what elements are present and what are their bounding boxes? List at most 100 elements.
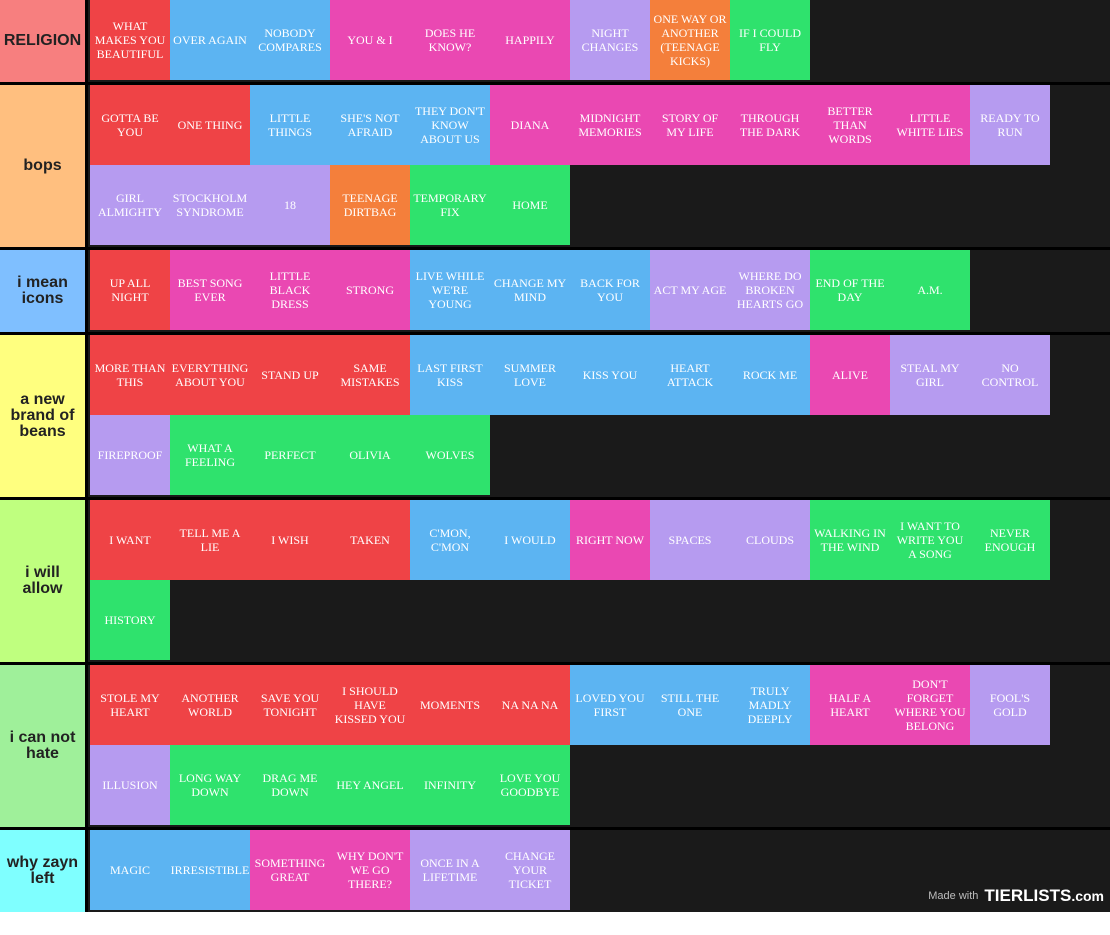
tier-item-tile[interactable]: ONE THING	[170, 85, 250, 165]
tier-item-tile[interactable]: IRRESISTIBLE	[170, 830, 250, 910]
tier-item-tile[interactable]: NA NA NA	[490, 665, 570, 745]
tier-item-tile[interactable]: KISS YOU	[570, 335, 650, 415]
tier-item-tile[interactable]: DON'T FORGET WHERE YOU BELONG	[890, 665, 970, 745]
tier-item-tile[interactable]: I WOULD	[490, 500, 570, 580]
tier-item-tile[interactable]: IF I COULD FLY	[730, 0, 810, 80]
tier-item-tile[interactable]: HALF A HEART	[810, 665, 890, 745]
tier-item-tile[interactable]: DOES HE KNOW?	[410, 0, 490, 80]
tier-item-tile[interactable]: LITTLE WHITE LIES	[890, 85, 970, 165]
tier-item-tile[interactable]: OVER AGAIN	[170, 0, 250, 80]
tier-item-tile[interactable]: NEVER ENOUGH	[970, 500, 1050, 580]
tier-item-tile[interactable]: ANOTHER WORLD	[170, 665, 250, 745]
tier-item-tile[interactable]: PERFECT	[250, 415, 330, 495]
tier-item-tile[interactable]: UP ALL NIGHT	[90, 250, 170, 330]
tier-item-tile[interactable]: THEY DON'T KNOW ABOUT US	[410, 85, 490, 165]
tier-item-tile[interactable]: OLIVIA	[330, 415, 410, 495]
tier-item-tile[interactable]: TELL ME A LIE	[170, 500, 250, 580]
tier-item-tile[interactable]: ONE WAY OR ANOTHER (TEENAGE KICKS)	[650, 0, 730, 80]
tier-item-tile[interactable]: MAGIC	[90, 830, 170, 910]
tier-item-tile[interactable]: 18	[250, 165, 330, 245]
tier-item-tile[interactable]: LAST FIRST KISS	[410, 335, 490, 415]
tier-item-tile[interactable]: BEST SONG EVER	[170, 250, 250, 330]
tier-item-tile[interactable]: STAND UP	[250, 335, 330, 415]
tier-item-tile[interactable]: MORE THAN THIS	[90, 335, 170, 415]
tier-label[interactable]: bops	[0, 85, 88, 247]
tier-item-tile[interactable]: EVERYTHING ABOUT YOU	[170, 335, 250, 415]
tier-item-tile[interactable]: STRONG	[330, 250, 410, 330]
tier-item-tile[interactable]: LITTLE BLACK DRESS	[250, 250, 330, 330]
tier-item-tile[interactable]: GIRL ALMIGHTY	[90, 165, 170, 245]
tier-item-tile[interactable]: HISTORY	[90, 580, 170, 660]
tier-item-tile[interactable]: LOVE YOU GOODBYE	[490, 745, 570, 825]
tier-item-tile[interactable]: HOME	[490, 165, 570, 245]
tier-item-tile[interactable]: END OF THE DAY	[810, 250, 890, 330]
tier-item-tile[interactable]: HEY ANGEL	[330, 745, 410, 825]
tier-label[interactable]: i will allow	[0, 500, 88, 662]
tier-item-tile[interactable]: ONCE IN A LIFETIME	[410, 830, 490, 910]
tier-item-tile[interactable]: I WANT TO WRITE YOU A SONG	[890, 500, 970, 580]
tier-item-tile[interactable]: WHAT MAKES YOU BEAUTIFUL	[90, 0, 170, 80]
tier-item-tile[interactable]: TEENAGE DIRTBAG	[330, 165, 410, 245]
tier-item-tile[interactable]: CHANGE MY MIND	[490, 250, 570, 330]
tier-item-tile[interactable]: FOOL'S GOLD	[970, 665, 1050, 745]
tier-item-tile[interactable]: INFINITY	[410, 745, 490, 825]
tier-item-tile[interactable]: FIREPROOF	[90, 415, 170, 495]
tier-item-tile[interactable]: NOBODY COMPARES	[250, 0, 330, 80]
tier-item-tile[interactable]: READY TO RUN	[970, 85, 1050, 165]
tier-item-tile[interactable]: LIVE WHILE WE'RE YOUNG	[410, 250, 490, 330]
tier-item-tile[interactable]: TRULY MADLY DEEPLY	[730, 665, 810, 745]
tier-item-tile[interactable]: WHERE DO BROKEN HEARTS GO	[730, 250, 810, 330]
tierlists-watermark[interactable]: Made with TIERLISTS .com	[909, 881, 1110, 911]
tier-item-tile[interactable]: ROCK ME	[730, 335, 810, 415]
tier-item-tile[interactable]: HEART ATTACK	[650, 335, 730, 415]
tier-item-tile[interactable]: TAKEN	[330, 500, 410, 580]
tier-item-tile[interactable]: ACT MY AGE	[650, 250, 730, 330]
tier-item-tile[interactable]: SHE'S NOT AFRAID	[330, 85, 410, 165]
tier-item-tile[interactable]: HAPPILY	[490, 0, 570, 80]
tier-item-tile[interactable]: MOMENTS	[410, 665, 490, 745]
tier-item-tile[interactable]: ALIVE	[810, 335, 890, 415]
tier-item-tile[interactable]: TEMPORARY FIX	[410, 165, 490, 245]
tier-label[interactable]: why zayn left	[0, 830, 88, 912]
tier-item-tile[interactable]: WHAT A FEELING	[170, 415, 250, 495]
tier-item-tile[interactable]: LONG WAY DOWN	[170, 745, 250, 825]
tier-label[interactable]: RELIGION	[0, 0, 88, 82]
tier-item-tile[interactable]: BETTER THAN WORDS	[810, 85, 890, 165]
tier-item-tile[interactable]: WOLVES	[410, 415, 490, 495]
tier-item-tile[interactable]: LOVED YOU FIRST	[570, 665, 650, 745]
tier-item-tile[interactable]: BACK FOR YOU	[570, 250, 650, 330]
tier-item-tile[interactable]: THROUGH THE DARK	[730, 85, 810, 165]
tier-label[interactable]: i mean icons	[0, 250, 88, 332]
tier-item-tile[interactable]: ILLUSION	[90, 745, 170, 825]
tier-item-tile[interactable]: STILL THE ONE	[650, 665, 730, 745]
tier-item-tile[interactable]: MIDNIGHT MEMORIES	[570, 85, 650, 165]
tier-item-tile[interactable]: YOU & I	[330, 0, 410, 80]
tier-item-tile[interactable]: STOCKHOLM SYNDROME	[170, 165, 250, 245]
tier-item-tile[interactable]: WALKING IN THE WIND	[810, 500, 890, 580]
tier-item-tile[interactable]: SPACES	[650, 500, 730, 580]
tier-item-tile[interactable]: DIANA	[490, 85, 570, 165]
tier-item-tile[interactable]: NIGHT CHANGES	[570, 0, 650, 80]
tier-item-tile[interactable]: SAME MISTAKES	[330, 335, 410, 415]
tier-item-tile[interactable]: STOLE MY HEART	[90, 665, 170, 745]
tier-item-tile[interactable]: NO CONTROL	[970, 335, 1050, 415]
tier-label[interactable]: i can not hate	[0, 665, 88, 827]
tier-item-tile[interactable]: A.M.	[890, 250, 970, 330]
tier-item-tile[interactable]: I WISH	[250, 500, 330, 580]
tier-item-tile[interactable]: SUMMER LOVE	[490, 335, 570, 415]
tier-item-tile[interactable]: LITTLE THINGS	[250, 85, 330, 165]
tier-item-tile[interactable]: GOTTA BE YOU	[90, 85, 170, 165]
tier-item-tile[interactable]: STEAL MY GIRL	[890, 335, 970, 415]
tier-item-tile[interactable]: CLOUDS	[730, 500, 810, 580]
tier-item-tile[interactable]: WHY DON'T WE GO THERE?	[330, 830, 410, 910]
tier-item-tile[interactable]: STORY OF MY LIFE	[650, 85, 730, 165]
tier-item-tile[interactable]: I SHOULD HAVE KISSED YOU	[330, 665, 410, 745]
tier-item-tile[interactable]: SOMETHING GREAT	[250, 830, 330, 910]
tier-item-tile[interactable]: RIGHT NOW	[570, 500, 650, 580]
tier-item-tile[interactable]: C'MON, C'MON	[410, 500, 490, 580]
tier-item-tile[interactable]: DRAG ME DOWN	[250, 745, 330, 825]
tier-label[interactable]: a new brand of beans	[0, 335, 88, 497]
tier-item-tile[interactable]: SAVE YOU TONIGHT	[250, 665, 330, 745]
tier-item-tile[interactable]: CHANGE YOUR TICKET	[490, 830, 570, 910]
tier-item-tile[interactable]: I WANT	[90, 500, 170, 580]
